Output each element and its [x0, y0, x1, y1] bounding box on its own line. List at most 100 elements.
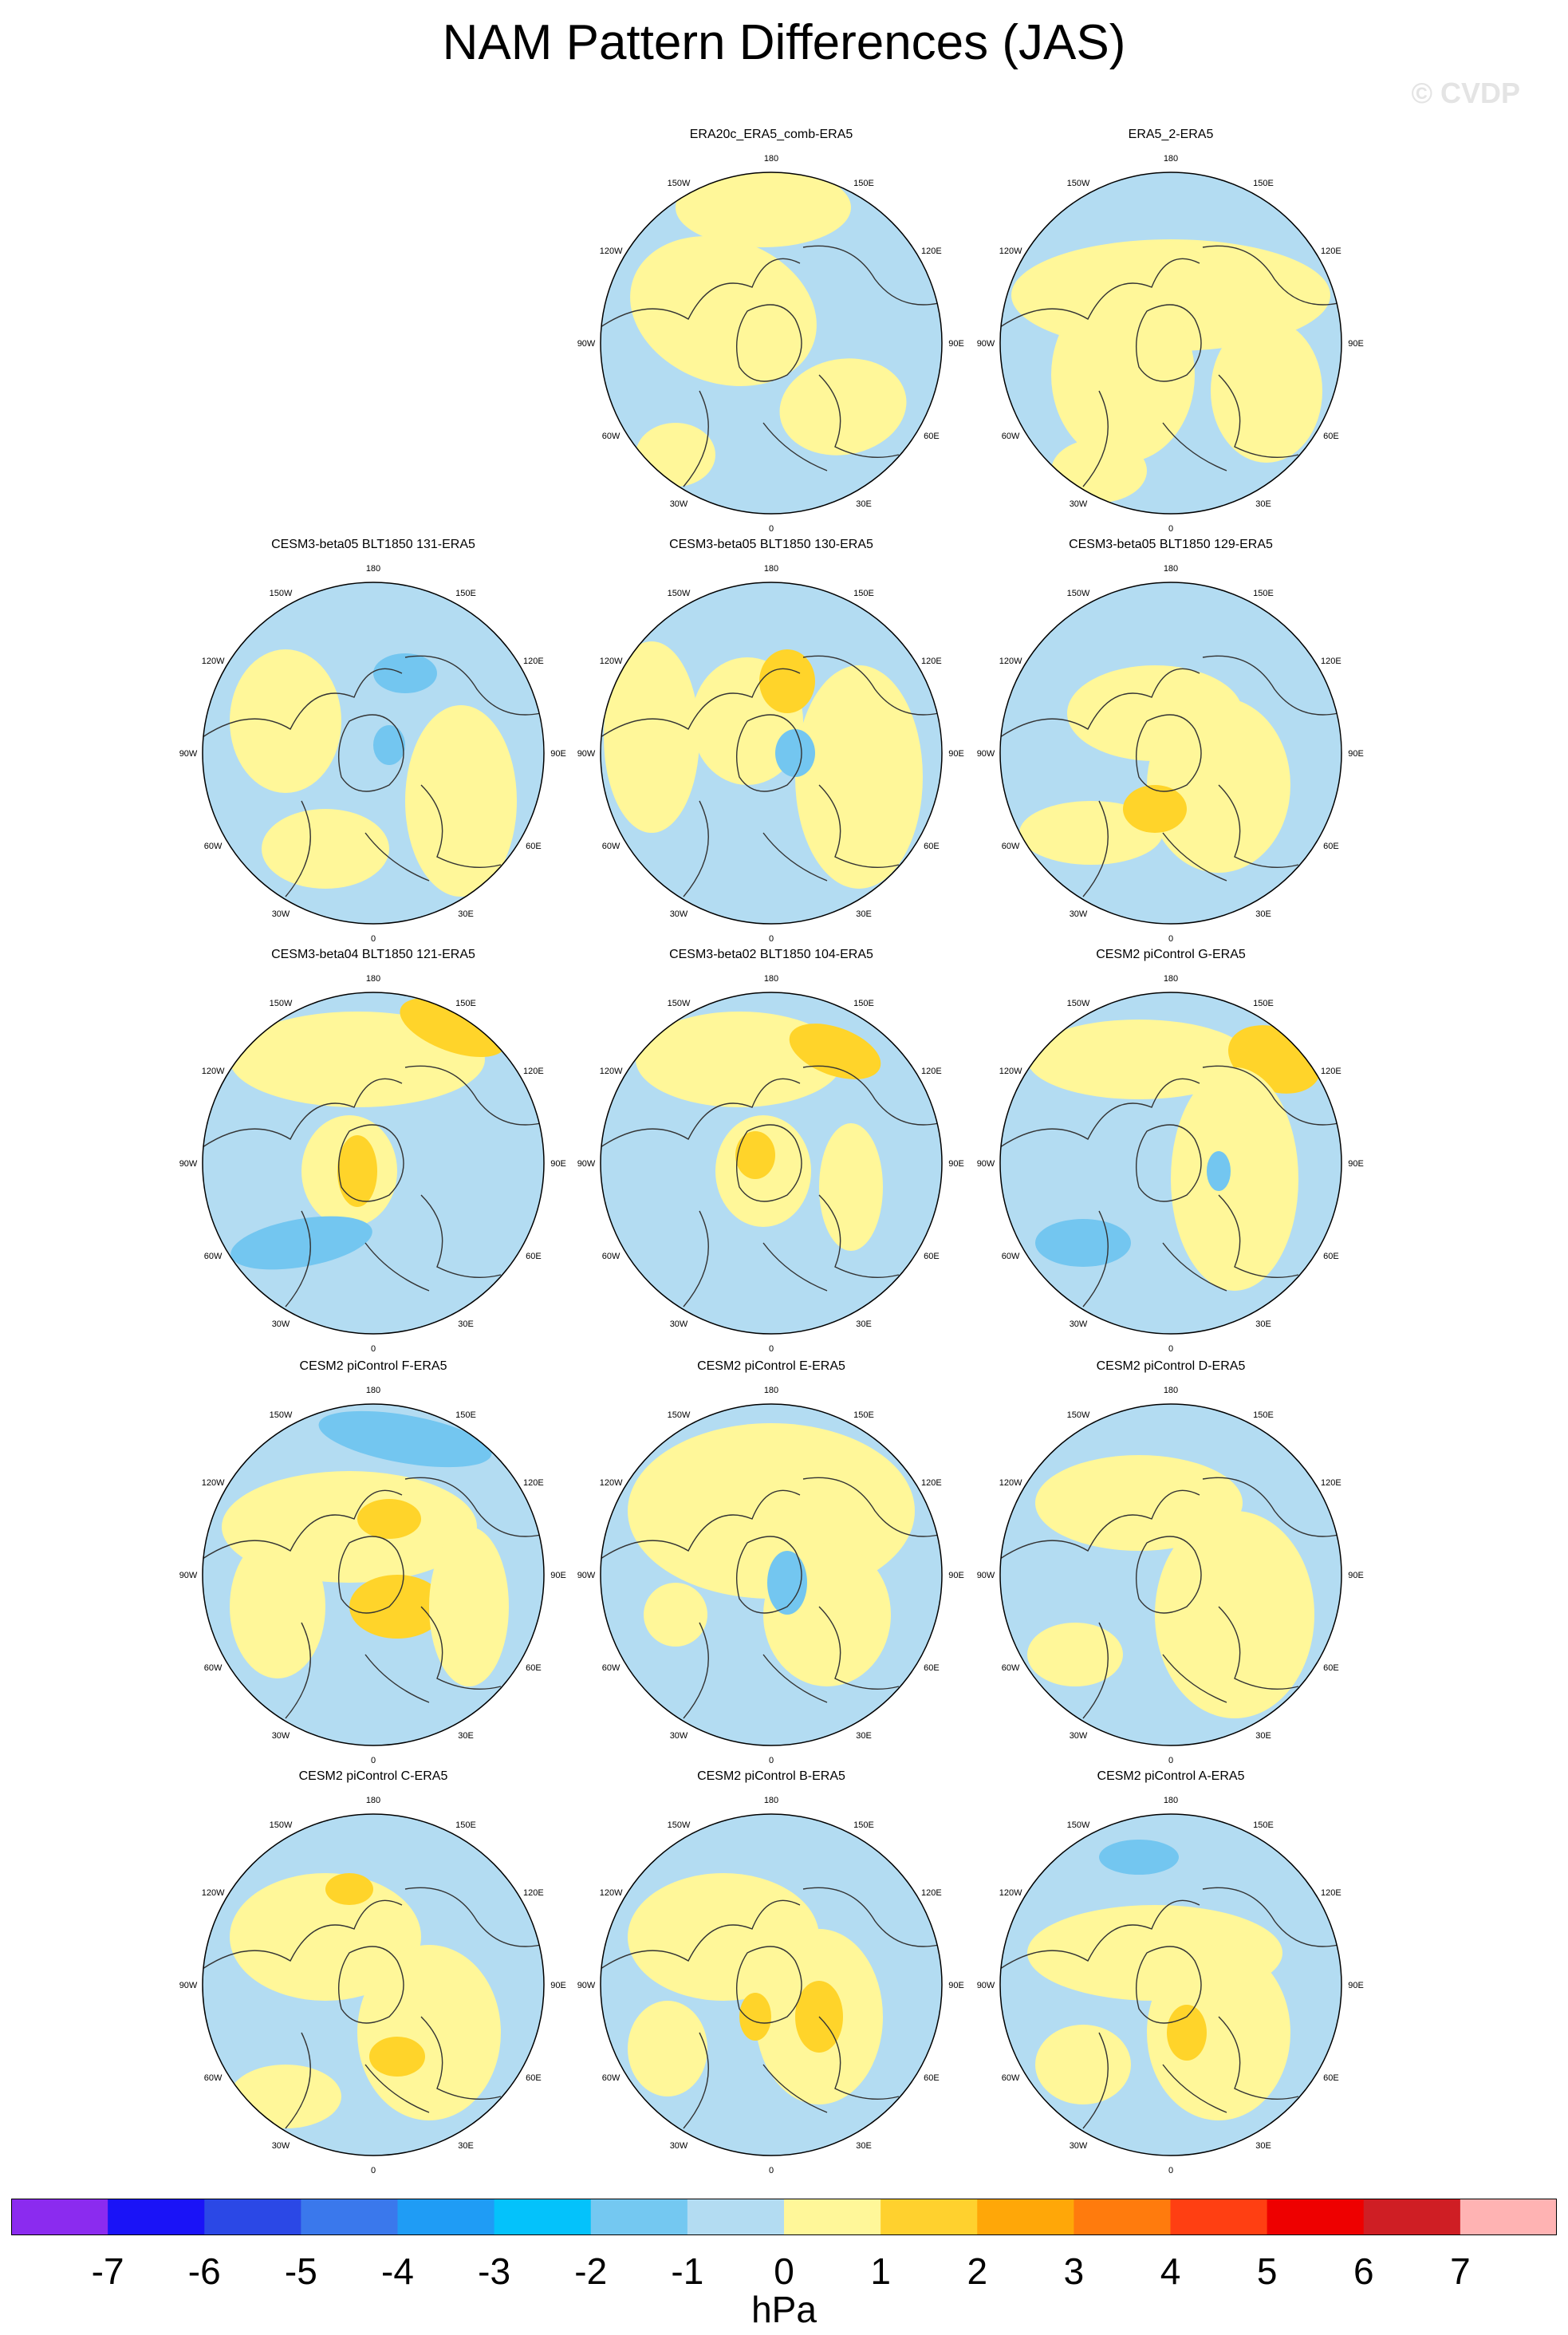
longitude-label: 90E: [1348, 1981, 1364, 1990]
longitude-label: 150E: [1253, 589, 1274, 598]
coastline: [683, 1210, 709, 1308]
longitude-label: 30E: [856, 909, 872, 919]
longitude-label: 60E: [924, 2073, 940, 2083]
coastline: [1162, 832, 1227, 882]
longitude-label: 120W: [999, 1067, 1022, 1076]
longitude-label: 150W: [668, 999, 691, 1008]
longitude-label: 60E: [1323, 1252, 1339, 1261]
coastline: [818, 1606, 900, 1690]
longitude-label: 60W: [602, 842, 621, 851]
coastline: [337, 1946, 404, 2024]
longitude-label: 150E: [853, 999, 874, 1008]
map-panel: CESM2 piControl A-ERA5 0 30E 60E 90E 120E 150E…: [968, 1769, 1373, 2184]
coastline: [1000, 668, 1200, 738]
map-border: [202, 992, 545, 1335]
longitude-label: 30W: [670, 499, 688, 509]
anomaly-contour: [230, 1873, 421, 2001]
map-panel: CESM3-beta05 BLT1850 129-ERA5 0 30E 60E 90E 1…: [968, 538, 1373, 953]
longitude-label: 0: [371, 1344, 376, 1354]
coastline: [1162, 422, 1227, 471]
coastline: [1135, 714, 1202, 792]
longitude-label: 150W: [270, 1820, 293, 1830]
polar-stereographic-map: 0 30E 60E 90E 120E 150E 180 150W 120W 90W 60W 30W: [577, 974, 964, 1354]
colorbar-tick-label: -7: [91, 2250, 124, 2292]
longitude-label: 120E: [1321, 1067, 1341, 1076]
longitude-label: 180: [1164, 974, 1178, 984]
longitude-label: 90E: [948, 1571, 964, 1580]
map-panel: CESM3-beta02 BLT1850 104-ERA5 0 30E 60E 90E 1…: [569, 948, 974, 1363]
longitude-label: 120W: [202, 1478, 225, 1488]
polar-stereographic-map: 0 30E 60E 90E 120E 150E 180 150W 120W 90W 60W 30W: [179, 1386, 566, 1765]
longitude-label: 30W: [272, 1319, 290, 1329]
longitude-label: 180: [764, 974, 778, 984]
longitude-label: 60E: [1323, 432, 1339, 441]
longitude-label: 120E: [523, 657, 544, 666]
longitude-label: 150E: [455, 1410, 476, 1420]
coastline: [420, 2016, 502, 2100]
longitude-label: 30E: [856, 499, 872, 509]
longitude-label: 120W: [202, 657, 225, 666]
map-panel-title: CESM2 piControl D-ERA5: [1096, 1359, 1246, 1373]
map-border: [202, 582, 545, 925]
longitude-label: 0: [371, 934, 376, 944]
coastline: [802, 1887, 940, 1947]
colorbar-tick-label: 5: [1256, 2250, 1278, 2292]
longitude-label: 60W: [1002, 432, 1020, 441]
coastline: [420, 1606, 502, 1690]
coastline: [285, 1210, 311, 1308]
longitude-label: 150E: [1253, 179, 1274, 188]
coastline: [1218, 1194, 1299, 1278]
coastline: [818, 374, 900, 458]
coastline: [404, 1887, 542, 1947]
anomaly-contour: [337, 1135, 377, 1207]
map-panel: ERA5_2-ERA5 0 30E 60E 90E 120E 150E 180 150W 120W…: [968, 128, 1373, 542]
longitude-label: 180: [764, 1796, 778, 1805]
colorbar-units: hPa: [751, 2289, 817, 2330]
coastline: [683, 2032, 709, 2129]
longitude-label: 120E: [1321, 1888, 1341, 1898]
anomaly-contour: [1051, 287, 1195, 463]
anomaly-contour: [357, 1499, 421, 1539]
longitude-label: 120W: [202, 1067, 225, 1076]
longitude-label: 150W: [668, 589, 691, 598]
longitude-label: 120E: [523, 1478, 544, 1488]
cvdp-watermark: © CVDP: [1411, 77, 1520, 109]
coastline: [683, 1622, 709, 1719]
longitude-label: 60W: [1002, 2073, 1020, 2083]
map-panel-title: ERA5_2-ERA5: [1128, 128, 1214, 141]
longitude-label: 150W: [668, 1820, 691, 1830]
coastline: [1135, 1536, 1202, 1614]
longitude-label: 60W: [204, 842, 223, 851]
coastline: [601, 1489, 801, 1560]
longitude-label: 90W: [577, 1159, 596, 1169]
anomaly-contour: [644, 1583, 707, 1647]
longitude-label: 90E: [1348, 1571, 1364, 1580]
coastline: [1218, 2016, 1299, 2100]
coastline: [735, 1946, 802, 2024]
coastline: [337, 714, 404, 792]
longitude-label: 150W: [1067, 589, 1090, 598]
polar-stereographic-map: 0 30E 60E 90E 120E 150E 180 150W 120W 90W 60W 30W: [977, 1386, 1364, 1765]
anomaly-contour: [373, 653, 437, 693]
longitude-label: 150W: [270, 1410, 293, 1420]
colorbar-box: [397, 2199, 495, 2235]
anomaly-contour: [1027, 1623, 1123, 1686]
longitude-label: 30E: [458, 1731, 474, 1741]
longitude-label: 60W: [204, 1663, 223, 1673]
coastline: [203, 668, 403, 738]
longitude-label: 0: [769, 1344, 774, 1354]
coastline: [1218, 784, 1299, 868]
longitude-label: 90E: [948, 1159, 964, 1169]
longitude-label: 60W: [1002, 842, 1020, 851]
coastline: [762, 832, 828, 882]
coastline: [337, 1536, 404, 1614]
longitude-label: 150E: [1253, 999, 1274, 1008]
map-panel-title: CESM2 piControl G-ERA5: [1096, 948, 1246, 961]
longitude-label: 90W: [977, 1981, 995, 1990]
longitude-label: 150E: [853, 589, 874, 598]
longitude-label: 90E: [550, 749, 566, 759]
coastline: [601, 1078, 801, 1148]
longitude-label: 180: [366, 1386, 380, 1395]
longitude-label: 30E: [856, 1319, 872, 1329]
longitude-label: 30E: [458, 1319, 474, 1329]
